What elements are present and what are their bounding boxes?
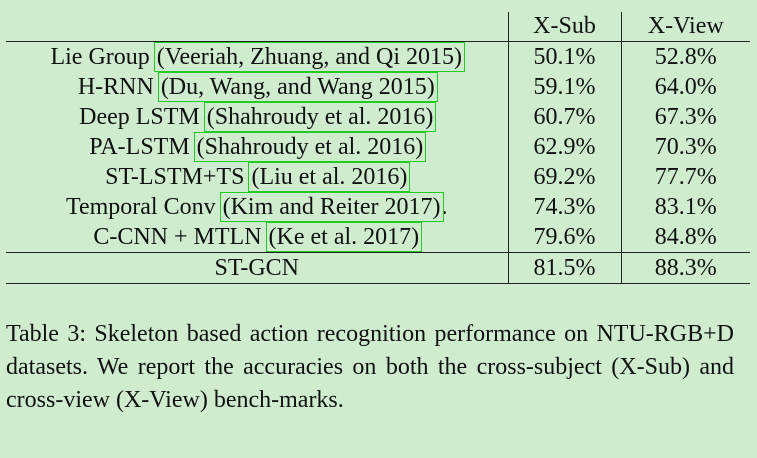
citation: (Ke et al. 2017): [265, 222, 423, 252]
table-row: ST-LSTM+TS (Liu et al. 2016) 69.2% 77.7%: [6, 162, 750, 192]
citation: (Shahroudy et al. 2016): [193, 132, 427, 162]
ours-xview-cell: 88.3%: [620, 252, 750, 284]
table-header-row: X-Sub X-View: [6, 12, 750, 42]
table-row: Temporal Conv (Kim and Reiter 2017). 74.…: [6, 192, 750, 222]
citation: (Liu et al. 2016): [248, 162, 411, 192]
xsub-cell: 62.9%: [507, 132, 621, 162]
xsub-cell: 50.1%: [507, 41, 621, 72]
xview-cell: 84.8%: [620, 222, 750, 253]
citation: (Shahroudy et al. 2016): [203, 102, 437, 132]
method-name: Temporal Conv: [65, 194, 216, 220]
method-name: Lie Group: [50, 44, 150, 70]
method-name: PA-LSTM: [89, 134, 190, 160]
table-row: Deep LSTM (Shahroudy et al. 2016) 60.7% …: [6, 102, 750, 132]
xsub-cell: 74.3%: [507, 192, 621, 222]
xsub-cell: 69.2%: [507, 162, 621, 192]
method-cell: C-CNN + MTLN (Ke et al. 2017): [6, 222, 508, 253]
xsub-cell: 59.1%: [507, 72, 621, 102]
method-name: H-RNN: [77, 74, 154, 100]
header-method: [6, 12, 508, 42]
results-table-container: X-Sub X-View Lie Group (Veeriah, Zhuang,…: [6, 12, 750, 284]
ours-xsub-cell: 81.5%: [507, 252, 621, 284]
table-row: Lie Group (Veeriah, Zhuang, and Qi 2015)…: [6, 41, 750, 72]
header-xsub: X-Sub: [507, 12, 621, 42]
method-cell: ST-LSTM+TS (Liu et al. 2016): [6, 162, 508, 192]
method-name: C-CNN + MTLN: [93, 224, 262, 250]
table-row: PA-LSTM (Shahroudy et al. 2016) 62.9% 70…: [6, 132, 750, 162]
method-cell: Deep LSTM (Shahroudy et al. 2016): [6, 102, 508, 132]
method-cell: PA-LSTM (Shahroudy et al. 2016): [6, 132, 508, 162]
xview-cell: 83.1%: [620, 192, 750, 222]
method-name: Deep LSTM: [79, 104, 200, 130]
table-caption: Table 3: Skeleton based action recogniti…: [6, 321, 734, 413]
method-name: ST-LSTM+TS: [105, 164, 245, 190]
xview-cell: 70.3%: [620, 132, 750, 162]
method-suffix: .: [441, 194, 448, 220]
citation: (Kim and Reiter 2017): [219, 192, 444, 222]
ours-method-cell: ST-GCN: [6, 252, 508, 284]
method-cell: H-RNN (Du, Wang, and Wang 2015): [6, 72, 508, 102]
results-table: X-Sub X-View Lie Group (Veeriah, Zhuang,…: [6, 12, 750, 284]
xview-cell: 64.0%: [620, 72, 750, 102]
xsub-cell: 79.6%: [507, 222, 621, 253]
citation: (Veeriah, Zhuang, and Qi 2015): [153, 42, 466, 72]
xview-cell: 77.7%: [620, 162, 750, 192]
header-xview: X-View: [620, 12, 750, 42]
method-cell: Temporal Conv (Kim and Reiter 2017).: [6, 192, 508, 222]
citation: (Du, Wang, and Wang 2015): [157, 72, 438, 102]
xview-cell: 52.8%: [620, 41, 750, 72]
table-row: C-CNN + MTLN (Ke et al. 2017) 79.6% 84.8…: [6, 222, 750, 253]
table-row-ours: ST-GCN 81.5% 88.3%: [6, 252, 750, 284]
xsub-cell: 60.7%: [507, 102, 621, 132]
xview-cell: 67.3%: [620, 102, 750, 132]
table-row: H-RNN (Du, Wang, and Wang 2015) 59.1% 64…: [6, 72, 750, 102]
method-cell: Lie Group (Veeriah, Zhuang, and Qi 2015): [6, 42, 508, 72]
